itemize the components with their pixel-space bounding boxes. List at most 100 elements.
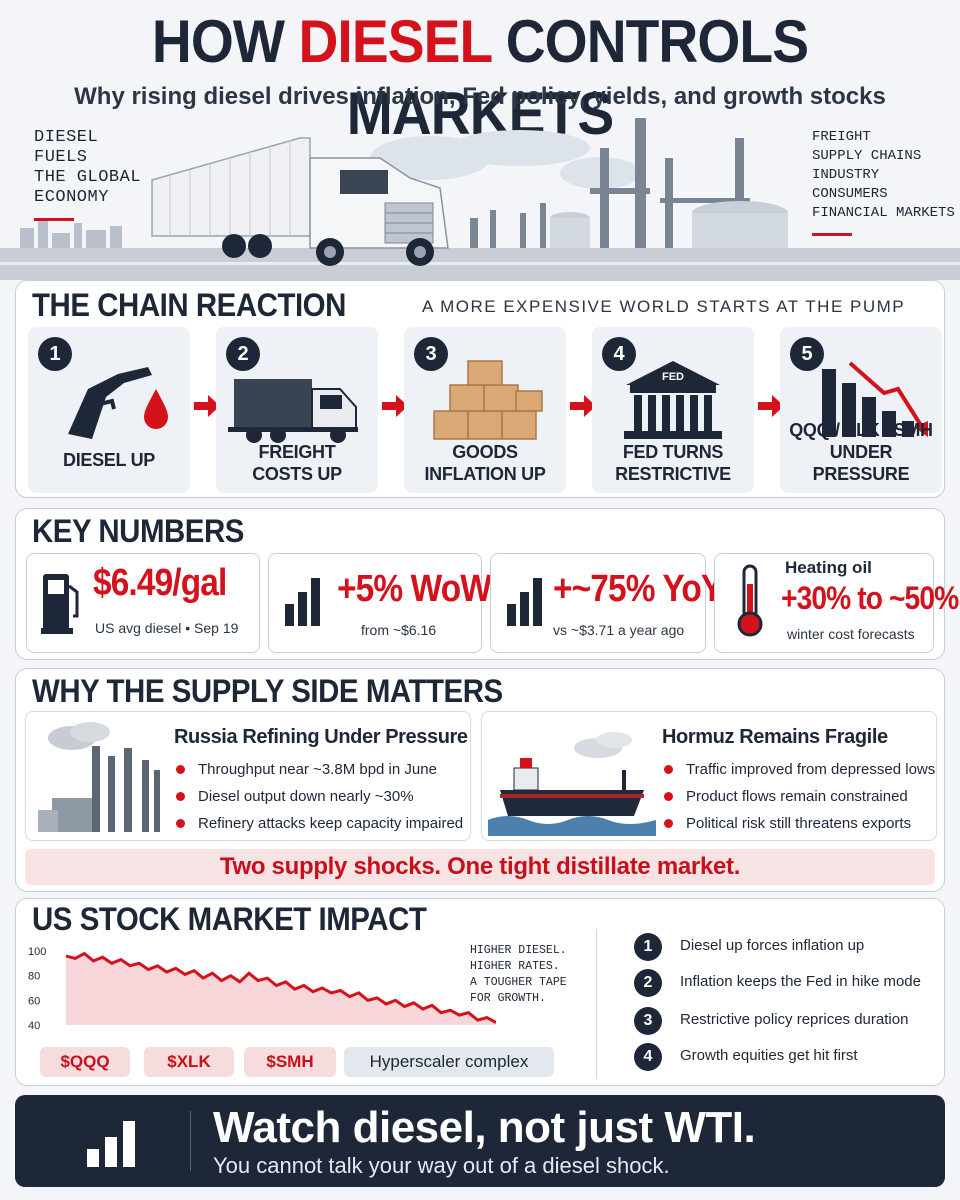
title-pre: HOW	[151, 8, 299, 75]
chart-series-line	[65, 951, 496, 1024]
refinery-icon	[38, 722, 160, 832]
step-number: 2	[226, 337, 260, 371]
russia-card: Russia Refining Under Pressure Throughpu…	[25, 711, 471, 841]
divider	[596, 929, 597, 1079]
thermometer-icon	[737, 564, 763, 637]
fuel-nozzle-icon	[68, 367, 168, 439]
wow-change-caption: from ~$6.16	[361, 622, 437, 638]
market-impact-title: US STOCK MARKET IMPACT	[32, 901, 427, 937]
y-tick-label: 40	[28, 1020, 40, 1032]
step-label-line: RESTRICTIVE	[615, 464, 731, 484]
hero-right-caption: FREIGHT SUPPLY CHAINS INDUSTRY CONSUMERS…	[812, 128, 955, 236]
bar-chart-icon	[507, 578, 542, 626]
step-label: FREIGHT COSTS UP	[216, 441, 378, 485]
chart-note-line: HIGHER RATES.	[470, 960, 560, 973]
chain-reaction-tagline: A MORE EXPENSIVE WORLD STARTS AT THE PUM…	[422, 297, 906, 316]
hero-right-line: FREIGHT	[812, 129, 871, 145]
y-tick-label: 60	[28, 995, 40, 1007]
impact-step-text: Growth equities get hit first	[680, 1047, 858, 1064]
arrow-right-icon	[570, 395, 596, 417]
step-label-line: FREIGHT	[258, 442, 336, 462]
step-label-line: COSTS UP	[252, 464, 342, 484]
yoy-change-value: +~75% YoY	[553, 568, 723, 610]
hormuz-card-title: Hormuz Remains Fragile	[662, 726, 888, 748]
chain-step-freight: 2 FREIGHT COSTS UP	[216, 327, 378, 493]
ticker-pill-smh: $SMH	[244, 1047, 336, 1077]
arrow-right-icon	[382, 395, 408, 417]
chain-step-fed: 4 FED FED TURNS RESTRICTIVE	[592, 327, 754, 493]
hormuz-bullet-list: Traffic improved from depressed lows Pro…	[662, 756, 935, 837]
bullet-item: Product flows remain constrained	[662, 783, 935, 810]
arrow-right-icon	[758, 395, 784, 417]
hero-left-caption: DIESEL FUELS THE GLOBAL ECONOMY	[34, 128, 141, 221]
truck-refinery-illustration	[0, 118, 960, 280]
yoy-change-caption: vs ~$3.71 a year ago	[553, 622, 685, 638]
step-label: GOODS INFLATION UP	[404, 441, 566, 485]
chain-step-diesel: 1 DIESEL UP	[28, 327, 190, 493]
bullet-item: Diesel output down nearly ~30%	[174, 783, 463, 810]
page-title: HOW DIESEL CONTROLS MARKETS	[38, 6, 921, 150]
chain-step-goods: 3 GOODS INFLATION UP	[404, 327, 566, 493]
wow-change-value: +5% WoW	[337, 568, 492, 610]
arrow-right-icon	[194, 395, 220, 417]
falling-bars-icon	[822, 361, 928, 437]
heating-oil-value: +30% to ~50%	[781, 580, 959, 616]
step-label-line: GOODS	[452, 442, 518, 462]
hero-left-line: THE GLOBAL	[34, 168, 142, 187]
footer-headline: Watch diesel, not just WTI.	[213, 1103, 756, 1152]
hero-right-line: SUPPLY CHAINS	[812, 148, 922, 164]
market-decline-chart: 100 80 60 40	[28, 946, 496, 1032]
diesel-price-caption: US avg diesel • Sep 19	[95, 620, 239, 636]
step-label: QQQ / XLK / SMH UNDER PRESSURE	[780, 419, 942, 485]
red-accent-bar	[34, 218, 74, 221]
hero-right-line: CONSUMERS	[812, 186, 888, 202]
chain-reaction-title: THE CHAIN REACTION	[32, 287, 346, 323]
title-accent: DIESEL	[298, 8, 492, 75]
hyperscaler-pill: Hyperscaler complex	[344, 1047, 554, 1077]
market-impact-panel: US STOCK MARKET IMPACT 100 80 60 40 HIGHER …	[15, 898, 945, 1086]
hero-illustration: DIESEL FUELS THE GLOBAL ECONOMY FREIGHT …	[0, 118, 960, 280]
key-number-card: +5% WoW from ~$6.16	[268, 553, 492, 653]
federal-building-icon	[624, 361, 722, 439]
truck-icon	[228, 379, 358, 443]
hero-left-line: FUELS	[34, 148, 88, 167]
bullet-item: Political risk still threatens exports	[662, 810, 935, 837]
bullet-item: Throughput near ~3.8M bpd in June	[174, 756, 463, 783]
impact-step-number: 3	[634, 1007, 662, 1035]
heating-oil-label: Heating oil	[785, 558, 872, 577]
step-label: DIESEL UP	[28, 449, 190, 471]
hero-right-line: FINANCIAL MARKETS	[812, 205, 955, 221]
chain-reaction-panel: THE CHAIN REACTION A MORE EXPENSIVE WORL…	[15, 280, 945, 498]
step-label: FED TURNS RESTRICTIVE	[592, 441, 754, 485]
chart-note: HIGHER DIESEL. HIGHER RATES. A TOUGHER T…	[470, 943, 567, 1007]
ticker-pill-xlk: $XLK	[144, 1047, 234, 1077]
chart-note-line: A TOUGHER TAPE	[470, 976, 567, 989]
step-label-line: FED TURNS	[622, 442, 724, 462]
key-numbers-panel: KEY NUMBERS $6.49/gal US avg diesel • Se…	[15, 508, 959, 660]
divider	[190, 1111, 191, 1171]
impact-step-number: 2	[634, 969, 662, 997]
step-number: 4	[602, 337, 636, 371]
supply-side-title: WHY THE SUPPLY SIDE MATTERS	[32, 673, 503, 709]
bar-chart-icon	[285, 578, 320, 626]
key-number-card: $6.49/gal US avg diesel • Sep 19	[26, 553, 260, 653]
bar-chart-icon	[87, 1121, 135, 1167]
hero-right-line: INDUSTRY	[812, 167, 880, 183]
key-number-card: +~75% YoY vs ~$3.71 a year ago	[490, 553, 723, 653]
step-label-line: QQQ / XLK / SMH	[789, 420, 933, 440]
russia-bullet-list: Throughput near ~3.8M bpd in June Diesel…	[174, 756, 463, 837]
key-numbers-title: KEY NUMBERS	[32, 513, 244, 549]
y-tick-label: 100	[28, 946, 46, 958]
page-subtitle: Why rising diesel drives inflation, Fed …	[74, 83, 886, 110]
step-label-line: INFLATION UP	[424, 464, 546, 484]
diesel-price-value: $6.49/gal	[93, 562, 227, 604]
impact-step-number: 4	[634, 1043, 662, 1071]
heating-oil-caption: winter cost forecasts	[787, 626, 915, 642]
footer-subline: You cannot talk your way out of a diesel…	[213, 1153, 670, 1178]
hormuz-card: Hormuz Remains Fragile Traffic improved …	[481, 711, 937, 841]
supply-side-panel: WHY THE SUPPLY SIDE MATTERS Russia Refin…	[15, 668, 945, 892]
step-number: 3	[414, 337, 448, 371]
impact-step-text: Diesel up forces inflation up	[680, 937, 865, 954]
bullet-item: Refinery attacks keep capacity impaired	[174, 810, 463, 837]
chart-note-line: HIGHER DIESEL.	[470, 944, 567, 957]
